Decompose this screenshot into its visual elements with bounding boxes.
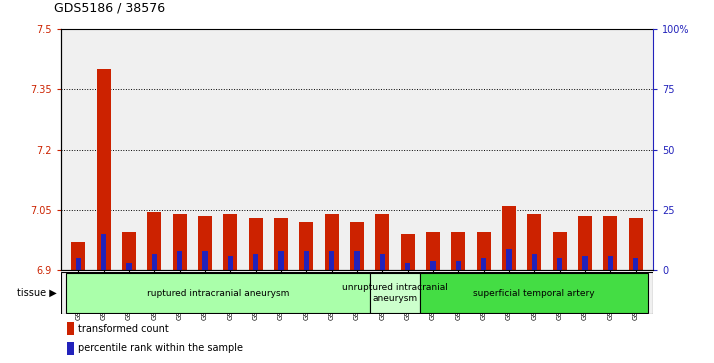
Bar <box>628 218 643 270</box>
Bar <box>253 253 258 270</box>
Bar <box>173 214 186 270</box>
Bar <box>66 342 74 355</box>
Bar <box>421 273 648 313</box>
Bar <box>228 256 233 270</box>
Bar <box>431 261 436 270</box>
Bar <box>553 232 567 270</box>
Bar <box>603 216 617 270</box>
Bar <box>66 273 370 313</box>
Bar <box>71 242 86 270</box>
Bar <box>329 251 334 270</box>
Bar <box>97 69 111 270</box>
Bar <box>299 222 313 270</box>
Bar <box>126 263 131 270</box>
Bar <box>122 232 136 270</box>
Bar <box>202 251 208 270</box>
Bar <box>477 232 491 270</box>
Bar <box>502 206 516 270</box>
Bar <box>506 249 512 270</box>
Bar <box>278 251 283 270</box>
Bar <box>76 258 81 270</box>
Bar <box>147 212 161 270</box>
Bar <box>66 322 74 335</box>
Bar <box>248 218 263 270</box>
Bar <box>608 256 613 270</box>
Bar <box>177 251 182 270</box>
Bar <box>532 253 537 270</box>
Bar <box>152 253 157 270</box>
Text: unruptured intracranial
aneurysm: unruptured intracranial aneurysm <box>342 284 448 303</box>
Bar <box>101 234 106 270</box>
Bar <box>325 214 338 270</box>
Text: transformed count: transformed count <box>79 324 169 334</box>
Bar <box>451 232 466 270</box>
Bar <box>528 214 541 270</box>
Bar <box>350 222 364 270</box>
Text: tissue ▶: tissue ▶ <box>17 288 57 298</box>
Bar <box>456 261 461 270</box>
Bar <box>370 273 421 313</box>
Bar <box>274 218 288 270</box>
Text: percentile rank within the sample: percentile rank within the sample <box>79 343 243 354</box>
Bar <box>481 258 486 270</box>
Bar <box>354 251 360 270</box>
Bar <box>426 232 440 270</box>
Bar <box>578 216 592 270</box>
Bar <box>557 258 562 270</box>
Bar <box>405 263 411 270</box>
Text: ruptured intracranial aneurysm: ruptured intracranial aneurysm <box>146 289 289 298</box>
Bar <box>380 253 385 270</box>
Bar <box>198 216 212 270</box>
Text: GDS5186 / 38576: GDS5186 / 38576 <box>54 1 165 15</box>
Bar <box>633 258 638 270</box>
Text: superficial temporal artery: superficial temporal artery <box>473 289 595 298</box>
Bar <box>223 214 237 270</box>
Bar <box>303 251 309 270</box>
Bar <box>583 256 588 270</box>
Bar <box>401 234 415 270</box>
Bar <box>376 214 389 270</box>
